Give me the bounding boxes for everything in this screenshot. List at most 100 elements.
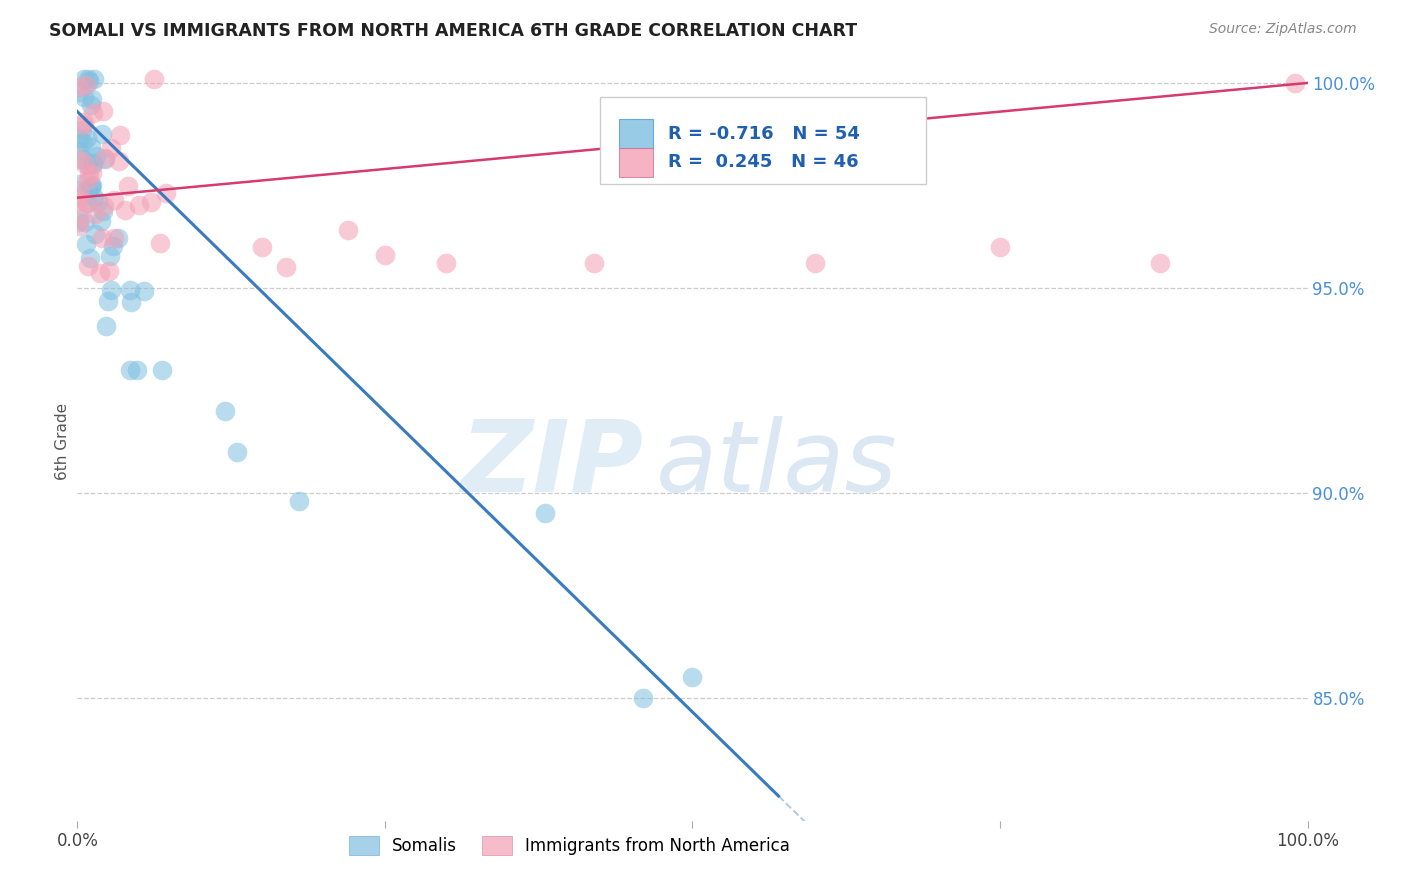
Point: [120, 363, 142, 377]
Point: [76, 71, 98, 86]
Point: [374, 248, 396, 262]
Point: [150, 363, 173, 377]
Legend: Somalis, Immigrants from North America: Somalis, Immigrants from North America: [342, 829, 797, 862]
Point: [67, 191, 90, 205]
Point: [72, 153, 94, 167]
Point: [67, 131, 90, 145]
Point: [67, 215, 90, 229]
Point: [139, 195, 162, 210]
Point: [77, 167, 100, 181]
Point: [84, 227, 107, 241]
Point: [77, 173, 100, 187]
Point: [682, 670, 704, 684]
Point: [98, 249, 121, 263]
Point: [73, 71, 96, 86]
Point: [75, 236, 97, 251]
Point: [436, 256, 458, 270]
Point: [534, 506, 557, 520]
Point: [91, 204, 114, 219]
Point: [83, 71, 105, 86]
Point: [67, 86, 90, 100]
Point: [67, 196, 90, 211]
Text: SOMALI VS IMMIGRANTS FROM NORTH AMERICA 6TH GRADE CORRELATION CHART: SOMALI VS IMMIGRANTS FROM NORTH AMERICA …: [49, 22, 858, 40]
Point: [89, 266, 111, 280]
Point: [103, 193, 125, 207]
Point: [107, 230, 129, 244]
Point: [72, 123, 94, 137]
Text: Source: ZipAtlas.com: Source: ZipAtlas.com: [1209, 22, 1357, 37]
Point: [83, 190, 105, 204]
Point: [114, 202, 136, 217]
Point: [82, 157, 104, 171]
FancyBboxPatch shape: [600, 96, 927, 184]
Point: [226, 444, 249, 458]
Point: [80, 179, 103, 194]
Point: [77, 74, 100, 88]
Point: [82, 156, 104, 170]
Point: [69, 178, 91, 192]
Text: R = -0.716   N = 54: R = -0.716 N = 54: [668, 125, 859, 143]
Point: [73, 89, 96, 103]
Point: [67, 183, 90, 197]
Point: [250, 240, 273, 254]
Point: [97, 264, 120, 278]
Point: [86, 195, 108, 210]
Point: [108, 128, 131, 142]
Point: [79, 140, 101, 154]
Point: [117, 178, 139, 193]
Point: [118, 283, 141, 297]
Point: [633, 690, 655, 705]
Text: ZIP: ZIP: [460, 416, 644, 513]
Point: [76, 196, 98, 211]
Point: [79, 98, 101, 112]
Point: [128, 198, 150, 212]
Point: [83, 207, 105, 221]
Y-axis label: 6th Grade: 6th Grade: [55, 403, 70, 480]
Point: [76, 195, 98, 210]
Point: [214, 404, 236, 418]
Point: [76, 181, 98, 195]
Point: [93, 199, 115, 213]
Point: [103, 231, 125, 245]
Point: [288, 494, 311, 508]
Point: [107, 154, 129, 169]
Point: [100, 283, 122, 297]
Point: [94, 151, 117, 165]
Point: [988, 240, 1011, 254]
Point: [67, 153, 90, 167]
Point: [149, 236, 172, 251]
Point: [276, 260, 298, 275]
Text: atlas: atlas: [655, 416, 897, 513]
Point: [132, 284, 155, 298]
Point: [82, 166, 104, 180]
Point: [67, 143, 90, 157]
Point: [82, 106, 104, 120]
Point: [804, 256, 827, 270]
Point: [125, 363, 148, 377]
Point: [80, 179, 103, 194]
Point: [120, 294, 142, 309]
Point: [73, 215, 96, 229]
Point: [76, 259, 98, 273]
Point: [67, 219, 90, 233]
Point: [90, 127, 112, 141]
Bar: [619, 148, 654, 177]
Point: [97, 294, 120, 309]
Point: [72, 135, 94, 149]
Text: R =  0.245   N = 46: R = 0.245 N = 46: [668, 153, 859, 171]
Point: [73, 157, 96, 171]
Point: [76, 131, 98, 145]
Point: [84, 149, 107, 163]
Point: [94, 152, 117, 166]
Point: [73, 115, 96, 129]
Point: [91, 103, 114, 118]
Point: [100, 140, 122, 154]
Bar: [619, 120, 654, 148]
Point: [82, 92, 104, 106]
Point: [67, 211, 90, 226]
Point: [1149, 256, 1171, 270]
Point: [103, 239, 125, 253]
Point: [583, 256, 606, 270]
Point: [90, 230, 112, 244]
Point: [75, 78, 97, 92]
